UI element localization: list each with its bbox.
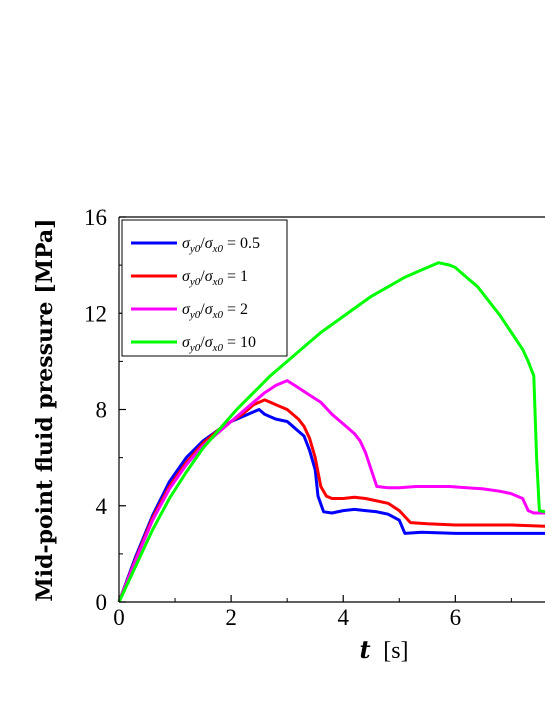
y-tick-label: 4 [96,494,108,519]
x-tick-label: 2 [225,605,237,630]
legend-entry-label: σy0/σx0 = 10 [182,334,256,354]
y-tick-label: 8 [96,398,108,423]
x-axis: 0 2 4 6 [113,595,545,630]
series-line-ratio-0.5 [117,408,545,603]
series-line-ratio-2 [117,379,545,603]
legend-entry-label: σy0/σx0 = 0.5 [182,235,260,255]
x-axis-label-variable: t [359,635,370,664]
y-tick-label: 16 [84,205,107,230]
x-axis-label: t [s] [359,635,408,664]
y-tick-label: 0 [96,590,108,615]
legend: σy0/σx0 = 0.5 σy0/σx0 = 1 σy0/σx0 = 2 σy0/σ… [121,219,288,357]
series-line-ratio-1 [117,398,545,603]
y-tick-label: 12 [84,301,107,326]
x-tick-label: 6 [450,605,462,630]
legend-entry-label: σy0/σx0 = 1 [182,268,248,288]
x-tick-label: 4 [337,605,349,630]
y-axis-label: Mid-point fluid pressure [MPa] [32,218,58,601]
x-axis-label-unit: [s] [383,638,408,664]
y-axis: 0 4 8 12 16 [84,205,126,615]
x-tick-label: 0 [113,605,125,630]
svg-text:t [s]: t [s] [359,635,408,664]
series-line-ratio-10 [117,261,545,603]
plot-area [117,216,545,603]
legend-entry-label: σy0/σx0 = 2 [182,301,248,321]
